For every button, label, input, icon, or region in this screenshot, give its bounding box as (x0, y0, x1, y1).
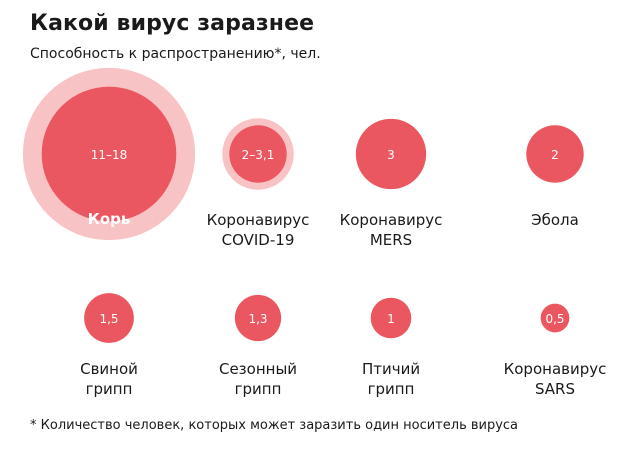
data-label: 0,5 (545, 312, 564, 326)
category-label: SARS (535, 380, 575, 398)
bubble-core (526, 125, 584, 183)
page-title: Какой вирус заразнее (30, 11, 315, 36)
category-label: Сезонный (219, 360, 297, 378)
category-label: COVID-19 (222, 231, 295, 249)
bubble-core (370, 297, 412, 339)
data-label: 2 (551, 148, 559, 162)
bubble-core (84, 293, 134, 343)
bubble-core (355, 118, 427, 190)
data-label: 1 (387, 312, 395, 326)
category-label: Коронавирус (340, 211, 443, 229)
bubble-covid19: 2–3,1 Коронавирус COVID-19 (207, 118, 310, 249)
category-label: Корь (88, 210, 131, 228)
data-label: 3 (387, 148, 395, 162)
category-label: Эбола (531, 211, 579, 229)
category-label: грипп (235, 380, 282, 398)
bubble-core (540, 303, 570, 333)
data-label: 1,5 (99, 312, 118, 326)
category-label: MERS (370, 231, 412, 249)
data-label: 11–18 (91, 148, 128, 162)
bubble-ebola: 2 Эбола (526, 125, 584, 229)
footnote: * Количество человек, которых может зара… (30, 418, 519, 433)
page-subtitle: Способность к распространению*, чел. (30, 46, 321, 62)
data-label: 2–3,1 (242, 148, 275, 162)
category-label: Коронавирус (207, 211, 310, 229)
bubble-core (234, 294, 282, 342)
bubble-bird-flu: 1 Птичий грипп (362, 297, 420, 398)
category-label: Коронавирус (504, 360, 607, 378)
bubble-mers: 3 Коронавирус MERS (340, 118, 443, 249)
category-label: Свиной (80, 360, 138, 378)
category-label: грипп (86, 380, 133, 398)
bubble-measles: 11–18 Корь (22, 67, 196, 241)
bubble-swine-flu: 1,5 Свиной грипп (80, 293, 138, 398)
category-label: грипп (368, 380, 415, 398)
bubble-core (229, 125, 287, 183)
bubble-seasonal-flu: 1,3 Сезонный грипп (219, 294, 297, 398)
category-label: Птичий (362, 360, 420, 378)
bubble-sars: 0,5 Коронавирус SARS (504, 303, 607, 398)
bubble-core (41, 86, 177, 222)
data-label: 1,3 (248, 312, 267, 326)
